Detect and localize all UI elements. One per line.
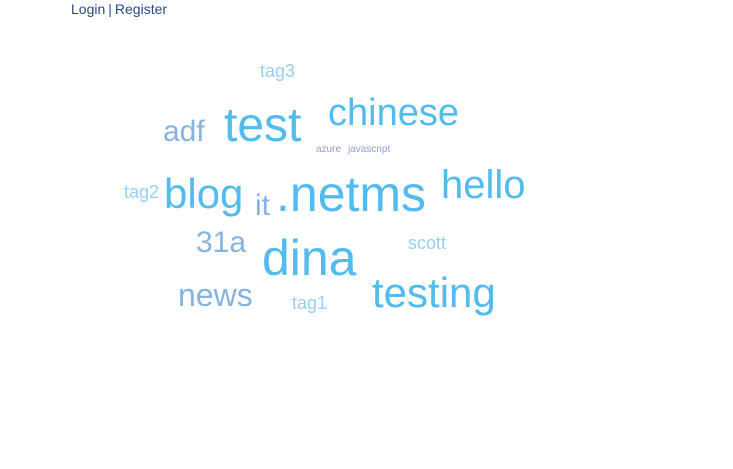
- tag-link[interactable]: .netms: [276, 166, 427, 222]
- tag-link[interactable]: javascript: [348, 144, 391, 155]
- tag-link[interactable]: testing: [372, 269, 496, 316]
- tag-link[interactable]: test: [224, 99, 302, 152]
- auth-links: Login | Register: [71, 1, 167, 17]
- tag-link[interactable]: azure: [316, 144, 342, 155]
- tag-link[interactable]: tag2: [124, 182, 160, 202]
- tag-link[interactable]: blog: [164, 170, 244, 217]
- tag-link[interactable]: adf: [163, 115, 205, 148]
- register-link[interactable]: Register: [114, 1, 168, 17]
- auth-separator: |: [108, 1, 112, 17]
- tag-link[interactable]: hello: [441, 163, 526, 207]
- tag-link[interactable]: news: [178, 277, 253, 313]
- tag-link[interactable]: chinese: [328, 92, 459, 134]
- tag-link[interactable]: it: [255, 189, 270, 222]
- login-link[interactable]: Login: [71, 1, 106, 17]
- tag-link[interactable]: tag3: [260, 61, 296, 81]
- tag-link[interactable]: scott: [408, 233, 447, 253]
- tag-link[interactable]: tag1: [292, 293, 328, 313]
- tag-link[interactable]: dina: [262, 230, 357, 286]
- tag-link[interactable]: 31a: [196, 226, 247, 259]
